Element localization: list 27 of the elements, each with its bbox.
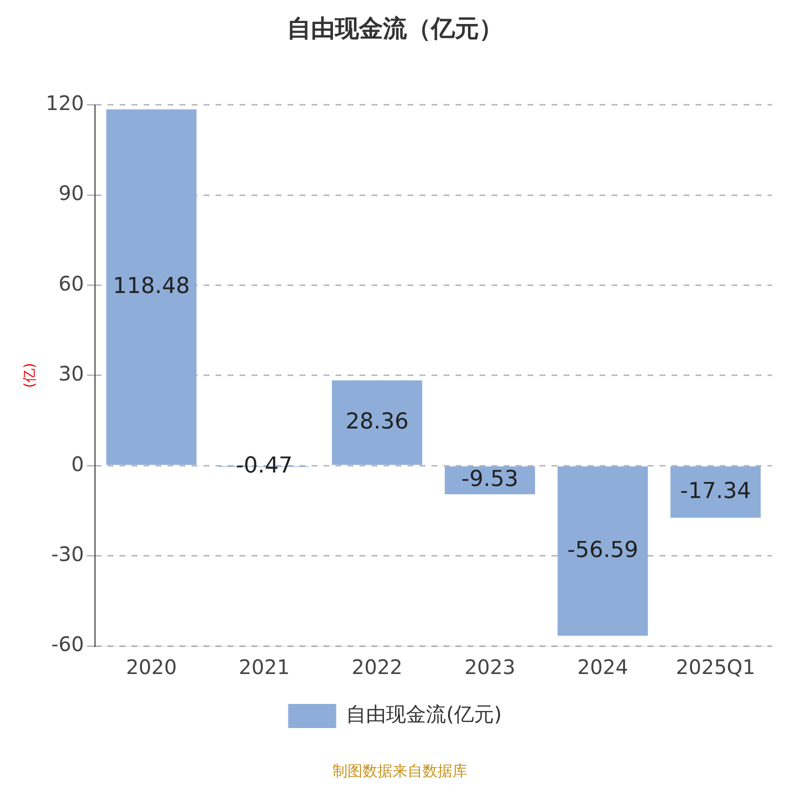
x-tick-label: 2021	[238, 655, 290, 680]
bar	[670, 466, 761, 518]
y-tick-label: 90	[58, 181, 84, 206]
y-tick-label: 30	[58, 362, 84, 386]
data-label: -9.53	[461, 467, 518, 492]
x-tick-label: 2020	[126, 655, 177, 680]
y-tick-label: -60	[51, 632, 84, 656]
text: 制图数据来自数据库	[332, 762, 468, 781]
x-tick-label: 2024	[577, 655, 628, 680]
y-tick-label: 120	[46, 91, 84, 116]
y-tick-label: 0	[71, 452, 84, 476]
y-tick-label: -30	[51, 542, 84, 566]
data-label: 28.36	[346, 409, 409, 434]
bar	[106, 109, 197, 465]
x-tick-label: 2023	[464, 655, 516, 680]
y-tick-label: 60	[58, 271, 84, 296]
legend-label: 自由现金流(亿元)	[346, 702, 502, 726]
bar	[332, 380, 422, 465]
data-label: 118.48	[112, 274, 190, 299]
x-tick-label: 2022	[352, 655, 403, 680]
data-label: -17.34	[680, 478, 752, 504]
chart-title: 自由现金流（亿元）	[287, 14, 503, 43]
data-label: -56.59	[567, 538, 638, 563]
x-tick-label: 2025Q1	[676, 655, 756, 680]
data-label: -0.47	[236, 453, 293, 478]
y-axis-title: (亿)	[22, 362, 38, 388]
bar	[558, 466, 648, 636]
